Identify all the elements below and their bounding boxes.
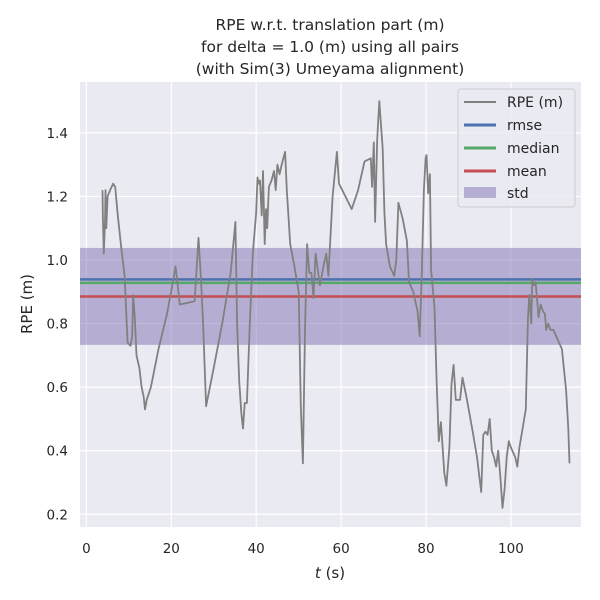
x-tick-label: 80 [417, 541, 434, 557]
x-tick-label: 100 [498, 541, 524, 557]
x-tick-label: 40 [248, 541, 265, 557]
y-tick-label: 0.6 [47, 380, 68, 396]
y-axis-label: RPE (m) [18, 274, 36, 334]
legend: RPE (m) rmse median mean std [457, 88, 576, 208]
rpe-series-line [101, 100, 571, 509]
y-tick-label: 1.0 [47, 253, 68, 269]
x-tick-label: 0 [82, 541, 91, 557]
x-tick-label: 20 [163, 541, 180, 557]
y-tick-label: 0.4 [47, 444, 68, 460]
x-tick-label: 60 [333, 541, 350, 557]
legend-label-rpe: RPE (m) [507, 95, 563, 111]
legend-label-std: std [507, 186, 529, 202]
x-axis-label: t (s) [315, 564, 345, 582]
y-tick-label: 1.4 [47, 126, 68, 142]
legend-swatch-std [464, 187, 496, 198]
stat-lines-layer [80, 278, 581, 298]
x-tick-labels: 0 20 40 60 80 100 [82, 541, 524, 557]
chart-title-line-1: RPE w.r.t. translation part (m) [215, 16, 444, 34]
series-layer [101, 100, 571, 509]
legend-label-mean: mean [507, 164, 547, 180]
y-tick-label: 0.2 [47, 507, 68, 523]
y-tick-label: 0.8 [47, 317, 68, 333]
y-tick-label: 1.2 [47, 189, 68, 205]
y-tick-labels: 0.2 0.4 0.6 0.8 1.0 1.2 1.4 [47, 126, 68, 523]
legend-box [457, 88, 576, 208]
legend-label-rmse: rmse [507, 118, 542, 134]
chart-title-line-3: (with Sim(3) Umeyama alignment) [196, 60, 465, 78]
legend-label-median: median [507, 141, 559, 157]
chart-title-line-2: for delta = 1.0 (m) using all pairs [201, 38, 459, 56]
